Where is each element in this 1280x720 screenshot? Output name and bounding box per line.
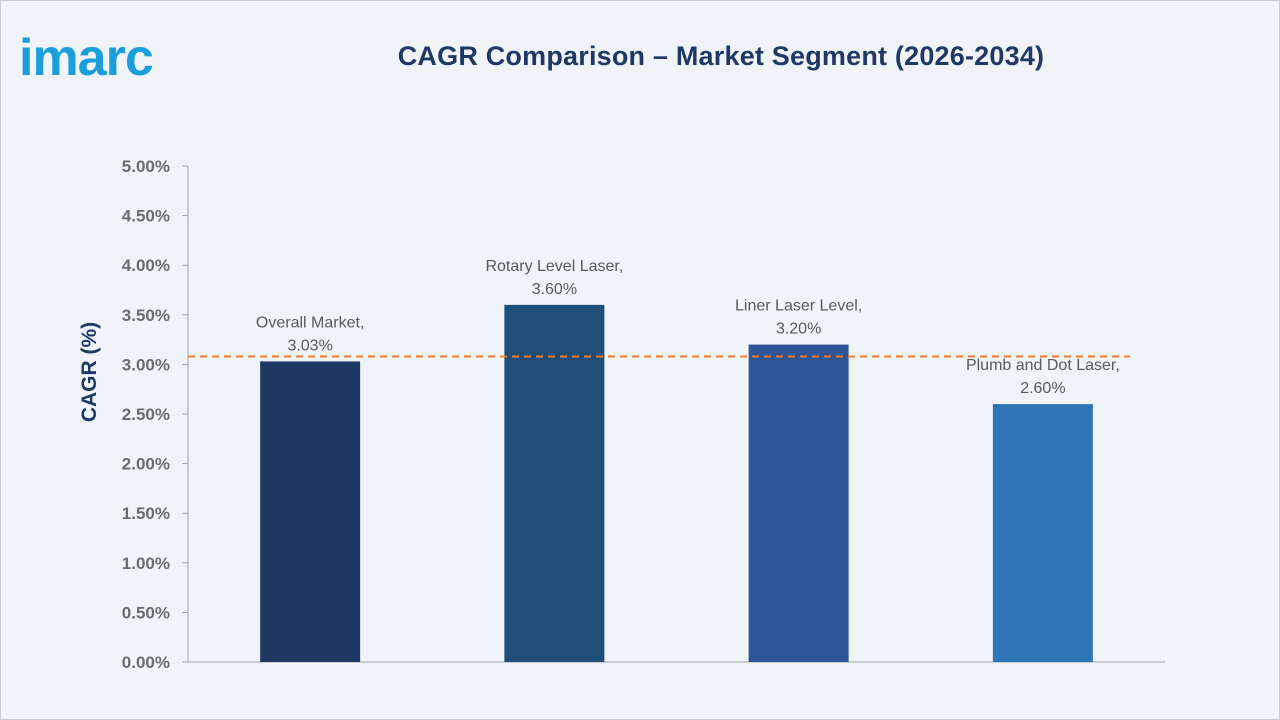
y-tick-label: 1.00% <box>122 554 170 573</box>
category-label: Overall Market, <box>256 314 364 331</box>
bar <box>260 361 361 662</box>
chart-data-labels: Overall Market, 3.03% Rotary Level Laser, 3… <box>188 258 1130 397</box>
y-tick-label: 1.50% <box>122 504 170 523</box>
category-label: Liner Laser Level, <box>735 298 862 315</box>
imarc-logo: imarc <box>19 23 209 87</box>
category-label: Rotary Level Laser, <box>485 258 623 275</box>
bar <box>748 344 849 662</box>
bar <box>992 404 1093 662</box>
data-label: 3.60% <box>532 281 577 298</box>
y-tick-label: 4.00% <box>122 256 170 275</box>
y-tick-label: 2.50% <box>122 405 170 424</box>
category-label: Plumb and Dot Laser, <box>966 357 1120 374</box>
chart-title: CAGR Comparison – Market Segment (2026-2… <box>397 41 1045 71</box>
y-tick-label: 5.00% <box>122 157 170 176</box>
y-tick-label: 0.50% <box>122 603 170 622</box>
y-tick-label: 4.50% <box>122 207 170 226</box>
y-tick-label: 3.00% <box>122 355 170 374</box>
y-tick-label: 0.00% <box>122 653 170 672</box>
data-label: 2.60% <box>1020 380 1065 397</box>
data-label: 3.20% <box>776 321 821 338</box>
data-label: 3.03% <box>287 337 332 354</box>
bar <box>504 304 605 662</box>
y-tick-label: 2.00% <box>122 455 170 474</box>
y-axis-label: CAGR (%) <box>78 322 101 422</box>
chart-bars <box>260 304 1093 662</box>
logo-wordmark: imarc <box>19 29 153 83</box>
y-tick-label: 3.50% <box>122 306 170 325</box>
chart-axes: 0.00% 0.50% 1.00% 1.50% 2.00% 2.50% 3.00% 3.50%… <box>122 157 1165 672</box>
